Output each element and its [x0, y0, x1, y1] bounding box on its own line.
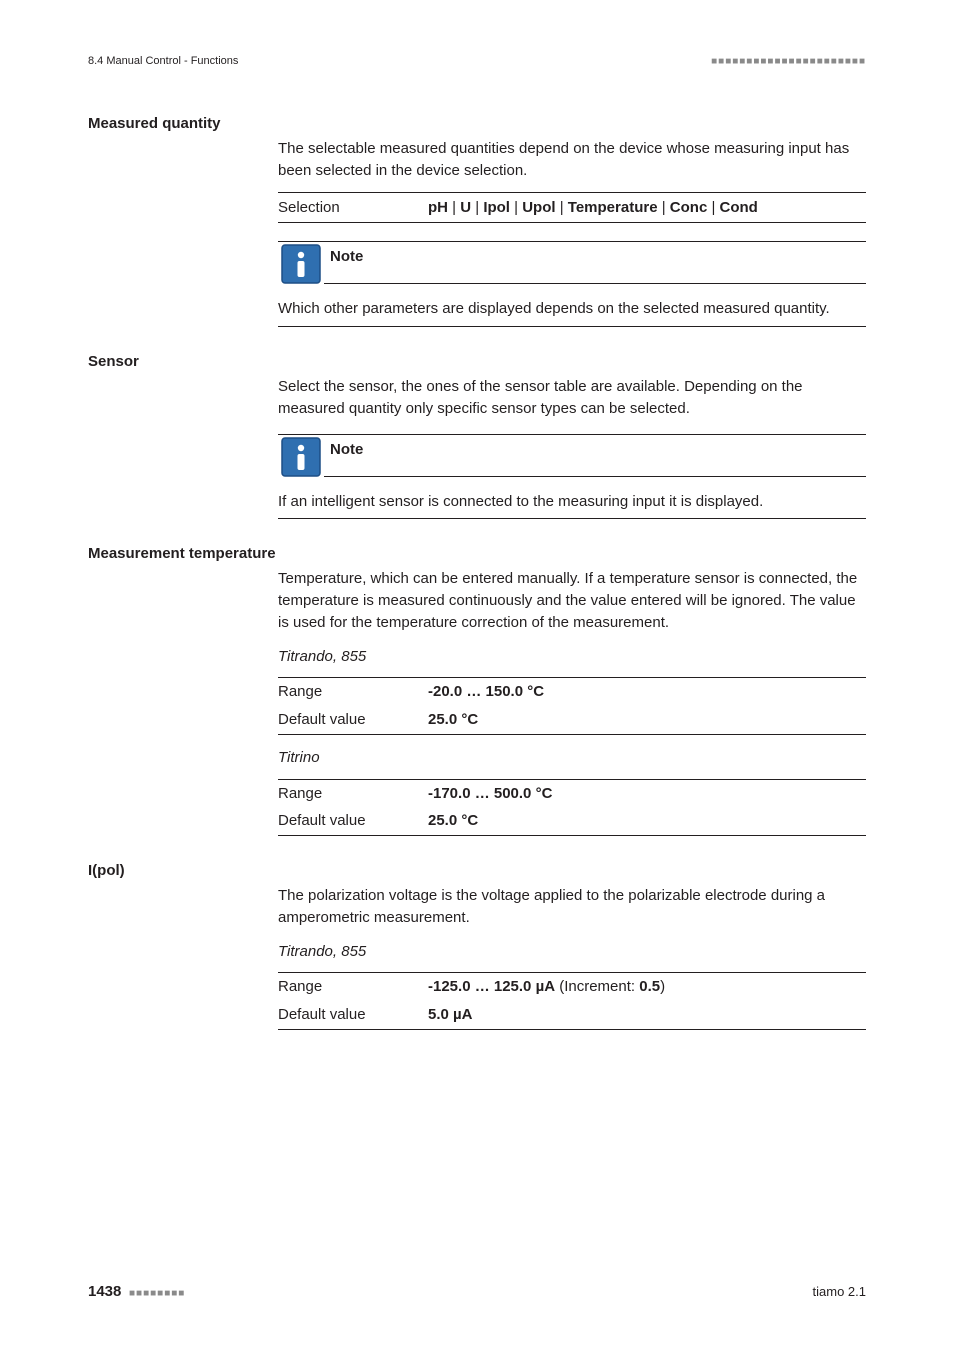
param-body: Temperature, which can be entered manual…: [278, 568, 866, 836]
param-description: Select the sensor, the ones of the senso…: [278, 376, 866, 420]
range-value-table: Range-20.0 … 150.0 °CDefault value25.0 °…: [278, 677, 866, 735]
row-key: Default value: [278, 706, 428, 734]
selection-label: Selection: [278, 192, 428, 223]
param-description: The selectable measured quantities depen…: [278, 138, 866, 182]
row-value: -170.0 … 500.0 °C: [428, 779, 866, 807]
param-body: The selectable measured quantities depen…: [278, 138, 866, 327]
table-row: Default value25.0 °C: [278, 706, 866, 734]
page-footer: 1438 ■■■■■■■■ tiamo 2.1: [88, 1283, 866, 1300]
row-value: 5.0 µA: [428, 1001, 866, 1029]
variant-label: Titrino: [278, 747, 866, 769]
table-row: Range-20.0 … 150.0 °C: [278, 678, 866, 706]
row-key: Range: [278, 973, 428, 1001]
row-value: -125.0 … 125.0 µA (Increment: 0.5): [428, 973, 866, 1001]
param-heading: Measurement temperature: [88, 545, 866, 562]
table-row: Range-125.0 … 125.0 µA (Increment: 0.5): [278, 973, 866, 1001]
header-ornament: ■■■■■■■■■■■■■■■■■■■■■■: [711, 56, 866, 67]
footer-ornament: ■■■■■■■■: [129, 1288, 185, 1299]
note-box: Note Which other parameters are displaye…: [278, 241, 866, 327]
row-value: -20.0 … 150.0 °C: [428, 678, 866, 706]
range-value-table: Range-170.0 … 500.0 °CDefault value25.0 …: [278, 779, 866, 837]
note-title: Note: [324, 435, 866, 477]
table-row: Range-170.0 … 500.0 °C: [278, 779, 866, 807]
header-section: 8.4 Manual Control - Functions: [88, 55, 238, 67]
param-heading: Sensor: [88, 353, 866, 370]
param-heading: I(pol): [88, 862, 866, 879]
product-version: tiamo 2.1: [813, 1284, 866, 1299]
selection-table: SelectionpH | U | Ipol | Upol | Temperat…: [278, 192, 866, 224]
variant-label: Titrando, 855: [278, 646, 866, 668]
info-icon: [281, 244, 321, 284]
note-icon-wrap: [278, 242, 324, 284]
info-icon: [281, 437, 321, 477]
row-value: 25.0 °C: [428, 807, 866, 835]
row-value: 25.0 °C: [428, 706, 866, 734]
row-key: Default value: [278, 807, 428, 835]
row-key: Range: [278, 678, 428, 706]
note-icon-wrap: [278, 435, 324, 477]
note-body: Which other parameters are displayed dep…: [278, 284, 866, 327]
table-row: Default value5.0 µA: [278, 1001, 866, 1029]
page-number: 1438: [88, 1283, 121, 1300]
row-key: Default value: [278, 1001, 428, 1029]
param-heading: Measured quantity: [88, 115, 866, 132]
note-body: If an intelligent sensor is connected to…: [278, 477, 866, 520]
param-description: Temperature, which can be entered manual…: [278, 568, 866, 633]
range-value-table: Range-125.0 … 125.0 µA (Increment: 0.5)D…: [278, 972, 866, 1030]
param-body: Select the sensor, the ones of the senso…: [278, 376, 866, 519]
row-key: Range: [278, 779, 428, 807]
note-title: Note: [324, 242, 866, 284]
param-body: The polarization voltage is the voltage …: [278, 885, 866, 1030]
variant-label: Titrando, 855: [278, 941, 866, 963]
param-description: The polarization voltage is the voltage …: [278, 885, 866, 929]
note-box: Note If an intelligent sensor is connect…: [278, 434, 866, 520]
table-row: Default value25.0 °C: [278, 807, 866, 835]
running-header: 8.4 Manual Control - Functions ■■■■■■■■■…: [88, 55, 866, 67]
selection-options: pH | U | Ipol | Upol | Temperature | Con…: [428, 192, 866, 223]
